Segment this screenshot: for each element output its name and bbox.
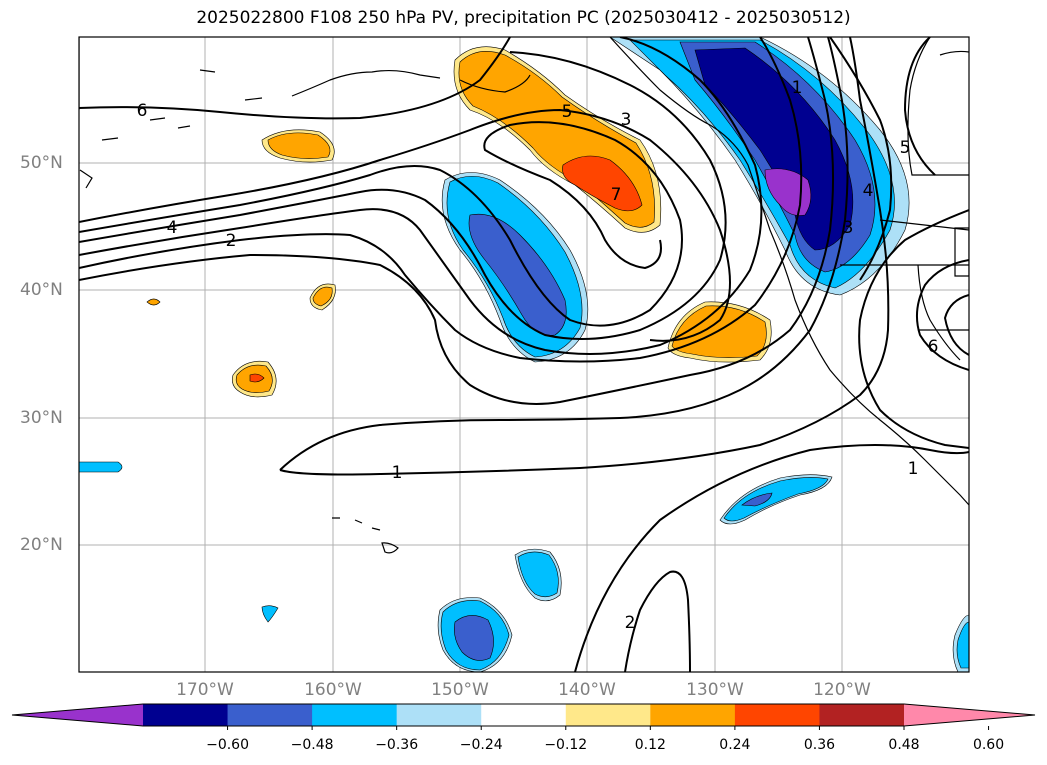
coastlines <box>79 37 969 554</box>
lat-label: 40°N <box>20 280 63 300</box>
lon-label: 140°W <box>558 680 616 700</box>
lon-label: 120°W <box>813 680 871 700</box>
lat-label: 50°N <box>20 153 63 173</box>
contour-label: 3 <box>621 110 632 130</box>
colorbar-tick-label: 0.12 <box>634 737 666 753</box>
contour-label: 3 <box>843 218 854 238</box>
lat-label: 20°N <box>20 535 63 555</box>
lat-label: 30°N <box>20 408 63 428</box>
colorbar-tick-label: 0.60 <box>972 737 1005 753</box>
contour-label: 5 <box>562 102 573 122</box>
contour-label: 4 <box>167 218 178 238</box>
colorbar-tick-label: 0.24 <box>719 737 751 753</box>
colorbar-tick-label: 0.36 <box>803 737 836 753</box>
contour-label: 1 <box>792 78 803 98</box>
colorbar-tick-label: −0.24 <box>459 737 503 753</box>
contour-label: 2 <box>226 231 237 251</box>
precip-positive-shading <box>146 46 772 398</box>
contour-label: 1 <box>908 459 919 479</box>
colorbar-tick-label: −0.60 <box>206 737 249 753</box>
contour-label: 7 <box>611 185 622 205</box>
precip-negative-shading <box>79 37 969 672</box>
lon-label: 170°W <box>176 680 234 700</box>
contour-label: 2 <box>625 613 636 633</box>
lon-label: 150°W <box>431 680 489 700</box>
colorbar-tick-label: −0.36 <box>375 737 419 753</box>
contour-label: 6 <box>137 101 148 121</box>
colorbar-tick-label: −0.48 <box>290 737 334 753</box>
colorbar-tick-label: −0.12 <box>544 737 588 753</box>
map-title: 2025022800 F108 250 hPa PV, precipitatio… <box>196 8 851 28</box>
contour-label: 1 <box>392 463 403 483</box>
pv-contours <box>79 37 969 672</box>
contour-label: 4 <box>863 181 874 201</box>
colorbar-tick-label: 0.48 <box>888 737 920 753</box>
lon-label: 160°W <box>304 680 362 700</box>
contour-labels: 6 4 2 5 3 7 1 1 2 4 5 3 6 1 <box>137 78 939 633</box>
lon-label: 130°W <box>686 680 744 700</box>
contour-label: 6 <box>928 337 939 357</box>
map-frame <box>78 36 970 673</box>
contour-label: 5 <box>900 138 911 158</box>
